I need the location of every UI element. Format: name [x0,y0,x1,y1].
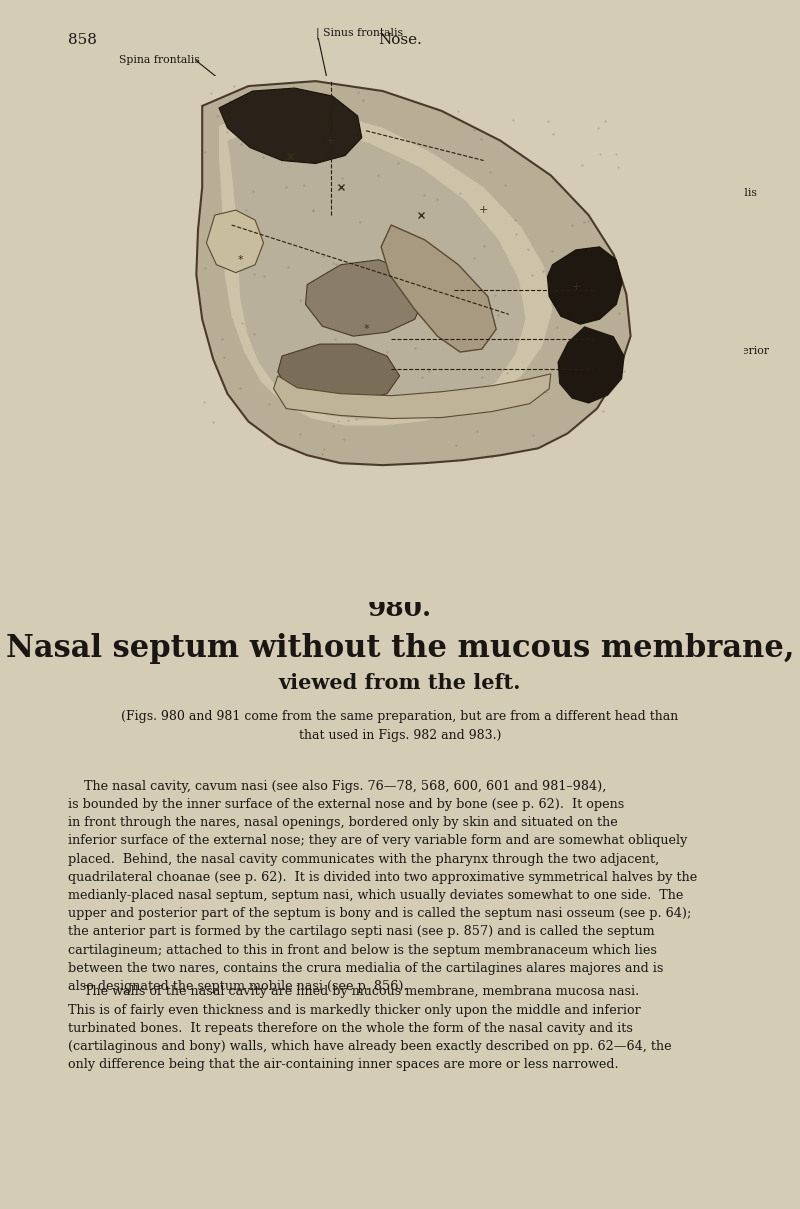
Polygon shape [274,374,550,418]
Polygon shape [306,260,425,336]
Polygon shape [196,81,630,465]
Text: — Sinus sphenoidalis: — Sinus sphenoidalis [640,189,757,198]
Text: Cartilago vomero-: Cartilago vomero- [72,239,171,249]
Text: Nose.: Nose. [378,33,422,47]
Text: Lamina perpendicularis ossis ethmoidalis: Lamina perpendicularis ossis ethmoidalis [452,92,680,102]
Text: | Sinus frontalis: | Sinus frontalis [316,27,403,39]
Text: 858: 858 [68,33,97,47]
Text: The nasal cavity, cavum nasi (see also Figs. 76—78, 568, 600, 601 and 981–984),
: The nasal cavity, cavum nasi (see also F… [68,780,698,993]
Text: 980.: 980. [368,596,432,620]
Text: *: * [363,324,369,334]
Text: — Vomer: — Vomer [640,316,690,325]
Polygon shape [547,247,622,324]
Text: Labium superius: Labium superius [72,412,164,422]
Text: Os nasale: Os nasale [159,112,212,122]
Text: Cartilago: Cartilago [72,283,123,293]
Text: *: * [237,255,243,265]
Text: Spina nasalis anterior: Spina nasalis anterior [72,382,193,392]
Polygon shape [219,88,362,163]
Text: Cartilago septi nasi: Cartilago septi nasi [72,213,179,222]
Text: Canalis incisivus /: Canalis incisivus / [162,436,260,446]
Text: +: + [326,135,335,145]
Text: Crista nasalis: Crista nasalis [399,455,473,464]
Polygon shape [206,210,263,273]
Text: The walls of the nasal cavity are lined by mucous membrane, membrana mucosa nasi: The walls of the nasal cavity are lined … [68,985,672,1071]
Text: septi cartilaginei: septi cartilaginei [72,160,165,169]
Text: nasalis [Jacobsoni]: nasalis [Jacobsoni] [72,253,174,262]
Text: +: + [479,206,488,215]
Text: Spina frontalis: Spina frontalis [119,56,200,65]
Text: Nasal septum without the mucous membrane,: Nasal septum without the mucous membrane… [6,632,794,664]
Text: Pars horizontalis: Pars horizontalis [632,422,724,432]
Text: —Spina nasalis posterior: —Spina nasalis posterior [632,346,769,355]
Text: Processus sphenoidalis: Processus sphenoidalis [72,146,199,156]
Polygon shape [219,108,553,426]
Text: that used in Figs. 982 and 983.): that used in Figs. 982 and 983.) [299,729,501,741]
Polygon shape [381,225,496,352]
Text: ossis palatini: ossis palatini [632,435,703,445]
Text: —Palatum molle: —Palatum molle [640,372,729,382]
Text: +: + [571,282,581,291]
Polygon shape [278,345,399,401]
Polygon shape [227,126,526,420]
Text: alaris major: alaris major [72,296,138,306]
Polygon shape [558,326,625,404]
Text: viewed from the left.: viewed from the left. [278,673,522,693]
Text: Sutura palatina transversa: Sutura palatina transversa [532,455,678,464]
Text: (crus mediale): (crus mediale) [72,310,151,319]
Text: (Figs. 980 and 981 come from the same preparation, but are from a different head: (Figs. 980 and 981 come from the same pr… [122,711,678,723]
Text: Palatum durum /: Palatum durum / [184,455,276,464]
